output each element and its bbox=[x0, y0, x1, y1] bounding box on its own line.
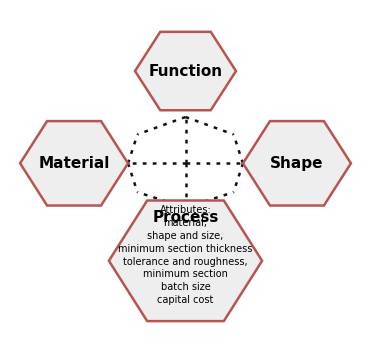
Polygon shape bbox=[243, 121, 351, 206]
Text: Shape: Shape bbox=[270, 156, 324, 171]
Text: Function: Function bbox=[148, 64, 223, 79]
Text: Attributes:
material,
shape and size,
minimum section thickness
tolerance and ro: Attributes: material, shape and size, mi… bbox=[118, 205, 253, 305]
Polygon shape bbox=[20, 121, 128, 206]
Polygon shape bbox=[109, 200, 262, 321]
Polygon shape bbox=[135, 32, 236, 110]
Text: Material: Material bbox=[38, 156, 110, 171]
Text: Process: Process bbox=[152, 210, 219, 225]
